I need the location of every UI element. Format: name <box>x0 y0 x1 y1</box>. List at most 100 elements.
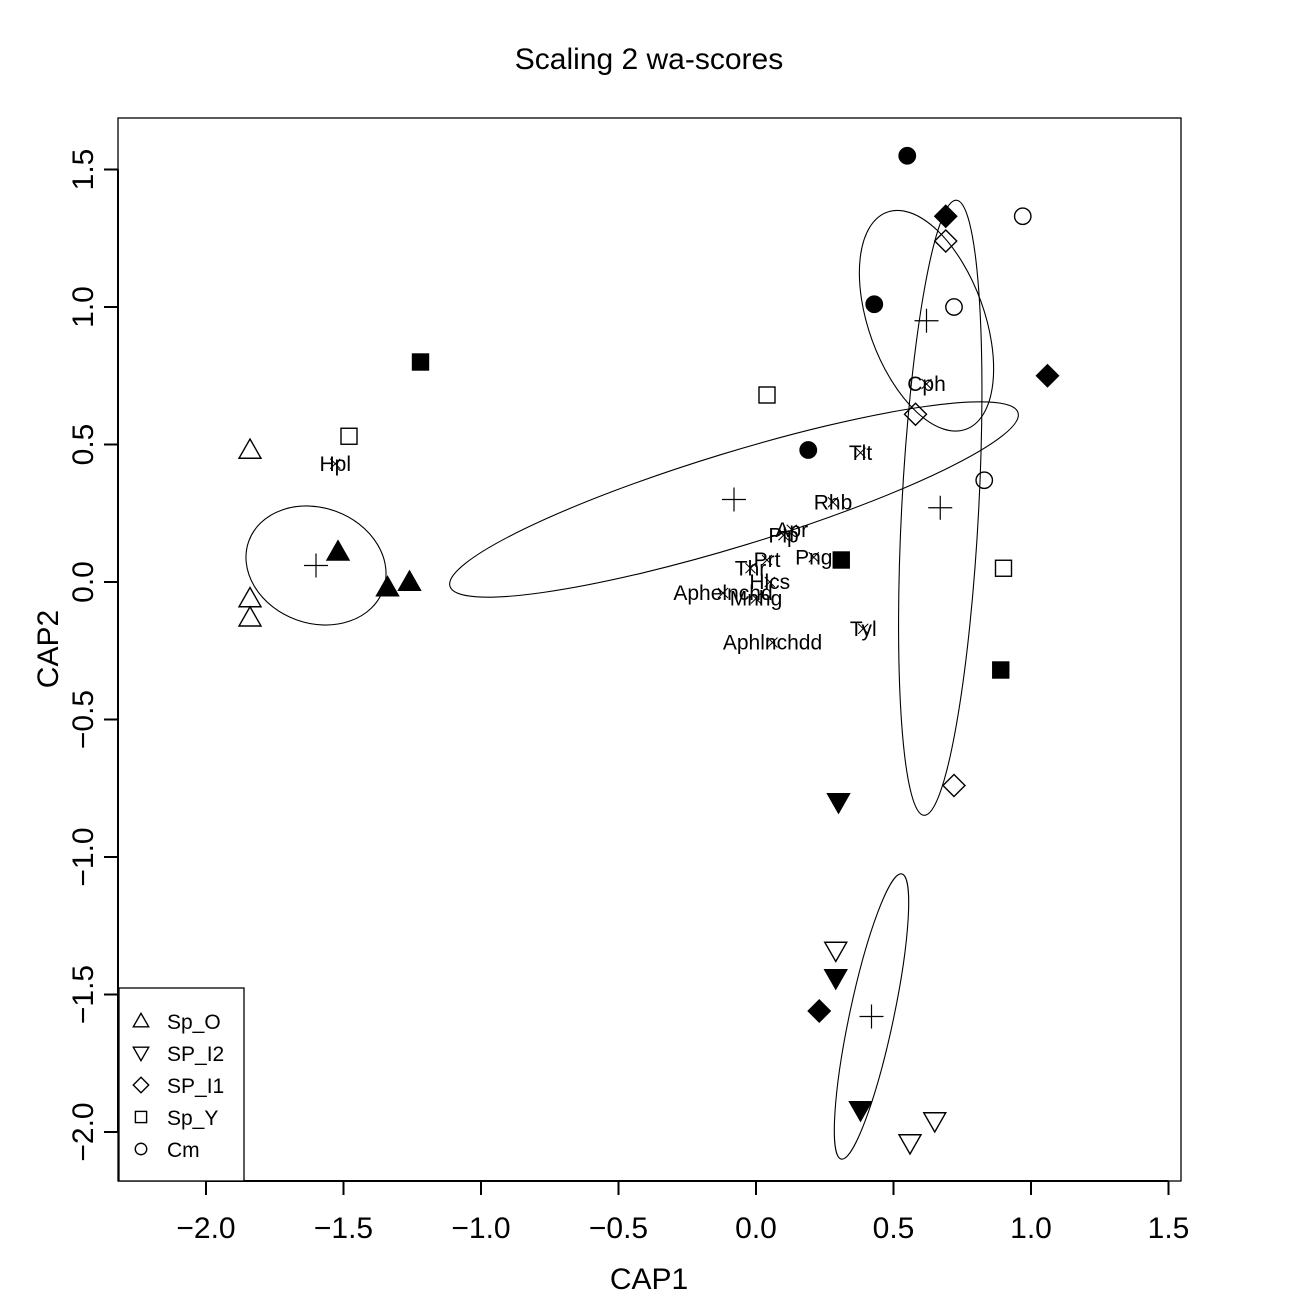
centroid-marker <box>304 553 328 578</box>
y-tick-label: −2.0 <box>67 1102 100 1161</box>
species-score: Thr <box>735 557 767 580</box>
legend-label: Cm <box>167 1139 200 1162</box>
y-tick-label: −1.0 <box>67 827 100 886</box>
x-tick-label: −2.0 <box>176 1212 235 1245</box>
site-point <box>865 295 884 314</box>
species-label: Hlcs <box>749 571 790 594</box>
site-point <box>237 586 263 608</box>
site-point <box>826 793 851 815</box>
species-score: Hlcs <box>749 571 790 594</box>
legend-symbol <box>132 1076 150 1094</box>
y-tick-label: 0.0 <box>67 561 100 603</box>
legend-symbol <box>134 1110 148 1124</box>
x-tick-label: 0.5 <box>873 1212 915 1245</box>
y-tick-label: 0.5 <box>67 424 100 466</box>
site-point <box>340 427 358 445</box>
site-point <box>375 575 400 597</box>
site-point <box>237 437 263 459</box>
species-marker <box>778 529 789 541</box>
species-score: Cph <box>907 373 946 396</box>
species-marker <box>750 593 762 604</box>
y-tick-label: −1.5 <box>67 965 100 1024</box>
species-score: Aphlnchdd <box>723 632 822 655</box>
site-point <box>799 441 818 459</box>
species-marker <box>827 496 839 508</box>
species-marker <box>745 562 756 574</box>
y-axis-title: CAP2 <box>32 610 65 688</box>
site-point <box>807 999 832 1023</box>
site-point <box>832 551 850 569</box>
x-tick-label: −1.5 <box>314 1212 373 1245</box>
site-point <box>933 229 958 253</box>
site-point <box>975 471 994 490</box>
species-label: Hpl <box>319 453 351 476</box>
x-tick-label: −1.0 <box>451 1212 510 1245</box>
species-marker <box>767 637 778 648</box>
species-marker <box>717 587 729 599</box>
legend-symbol <box>132 1011 150 1028</box>
x-tick-label: −0.5 <box>589 1212 648 1245</box>
site-point <box>897 1134 923 1156</box>
legend-label: Sp_O <box>167 1011 221 1034</box>
site-point <box>411 353 430 371</box>
site-point <box>1013 207 1032 226</box>
species-label: Aphlnchdd <box>723 632 822 655</box>
species-label: Cph <box>907 373 946 396</box>
species-score: Rhb <box>814 491 853 514</box>
x-tick-label: 1.5 <box>1148 1212 1190 1245</box>
species-label: Rhb <box>814 491 853 514</box>
legend-label: SP_I2 <box>167 1043 224 1066</box>
y-tick-label: 1.5 <box>67 149 100 191</box>
species-score: Hpl <box>319 453 351 476</box>
species-score: Prt <box>754 549 781 572</box>
site-point <box>992 661 1010 679</box>
centroid-marker <box>859 1004 884 1029</box>
site-point <box>898 146 917 165</box>
species-label: Png <box>795 546 832 569</box>
group-ellipse <box>833 873 910 1160</box>
species-marker <box>921 378 932 390</box>
species-score: Tyl <box>850 618 877 641</box>
species-label: Tyl <box>850 618 877 641</box>
species-marker <box>855 447 866 459</box>
centroid-marker <box>928 495 953 520</box>
species-label: Plp <box>768 524 798 547</box>
site-point <box>942 773 966 798</box>
species-label: Thr <box>735 557 767 580</box>
species-score: Aphelnchd <box>673 582 772 605</box>
site-point <box>903 402 928 427</box>
species-marker <box>808 551 820 563</box>
group-ellipse <box>898 199 983 816</box>
legend: Sp_O SP_I2 SP_I1 Sp_Y Cm <box>118 987 245 1182</box>
species-marker <box>761 554 773 566</box>
legend-box <box>118 987 245 1182</box>
group-ellipses <box>245 199 1019 1160</box>
site-point <box>1035 363 1060 388</box>
y-tick-label: −0.5 <box>67 690 100 749</box>
species-scores: HplCphTltRhbAprPlpPngTylPrtThrHlcsApheln… <box>319 373 945 655</box>
species-marker <box>786 524 798 536</box>
x-tick-label: 1.0 <box>1010 1212 1052 1245</box>
site-point <box>823 941 848 963</box>
site-point <box>848 1101 873 1123</box>
site-point <box>823 969 848 991</box>
centroid-marker <box>722 487 746 512</box>
species-marker <box>329 458 341 470</box>
site-point <box>758 386 776 404</box>
y-axis: −2.0 −1.5 −1.0 −0.5 0.0 0.5 1.0 1.5 <box>67 149 119 1162</box>
species-score: Tlt <box>849 442 872 465</box>
x-axis-title: CAP1 <box>610 1263 688 1296</box>
site-point <box>397 569 422 591</box>
species-score: Png <box>795 546 832 569</box>
legend-symbol <box>134 1142 148 1156</box>
chart-title: Scaling 2 wa-scores <box>515 43 783 76</box>
group-centroids <box>304 308 953 1029</box>
site-point <box>933 204 958 229</box>
species-score: Mnhg <box>730 588 783 611</box>
species-label: Aphelnchd <box>673 582 772 605</box>
y-tick-label: 1.0 <box>67 286 100 328</box>
site-point <box>994 559 1013 577</box>
group-ellipse <box>858 209 995 432</box>
species-marker <box>764 576 776 588</box>
